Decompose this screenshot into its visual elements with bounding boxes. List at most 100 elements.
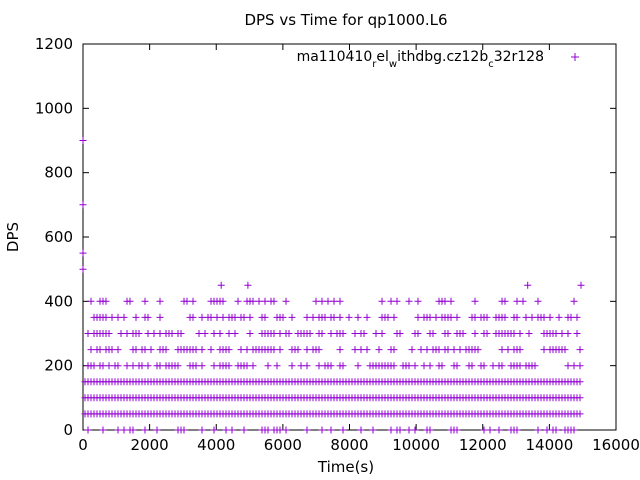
data-point-dense xyxy=(303,426,311,434)
data-point xyxy=(576,346,584,354)
data-point xyxy=(540,346,548,354)
data-point xyxy=(555,313,563,321)
data-point-outlier xyxy=(217,281,225,289)
data-point-dense xyxy=(153,426,161,434)
data-point-dense xyxy=(210,426,218,434)
x-tick-label: 4000 xyxy=(197,436,235,454)
y-axis-label: DPS xyxy=(4,222,22,252)
data-point xyxy=(246,330,254,337)
legend: ma110410relwithdbg.cz12bc32r128 xyxy=(297,49,579,70)
data-point xyxy=(147,346,155,354)
data-point xyxy=(414,313,422,321)
data-point-dense xyxy=(264,426,272,434)
data-point xyxy=(372,330,380,337)
data-point xyxy=(270,346,278,354)
x-axis-label: Time(s) xyxy=(317,458,374,476)
data-point xyxy=(156,297,164,305)
data-point xyxy=(354,313,362,321)
data-point-outlier xyxy=(79,249,87,257)
data-point xyxy=(207,346,215,354)
data-point xyxy=(447,297,455,305)
data-point xyxy=(435,346,443,354)
data-point xyxy=(360,330,368,337)
data-point-dense xyxy=(426,426,434,434)
data-point xyxy=(246,313,254,321)
data-point xyxy=(483,330,491,337)
data-point-dense xyxy=(339,426,347,434)
data-point xyxy=(498,362,506,370)
data-point-dense xyxy=(129,426,137,434)
data-point-dense xyxy=(534,426,542,434)
legend-label-part: ithdbg.cz12b xyxy=(397,49,488,65)
data-point xyxy=(315,362,323,370)
data-points xyxy=(79,137,585,434)
data-point xyxy=(351,346,359,354)
y-tick-label: 0 xyxy=(63,421,73,439)
data-point xyxy=(102,313,110,321)
data-point xyxy=(513,313,521,321)
data-point-dense xyxy=(576,410,584,418)
data-point xyxy=(288,313,296,321)
data-point xyxy=(336,346,344,354)
data-point xyxy=(231,330,239,337)
data-point xyxy=(390,346,398,354)
data-point xyxy=(363,313,371,321)
data-point xyxy=(279,313,287,321)
data-point xyxy=(564,330,572,337)
data-point xyxy=(444,330,452,337)
data-point xyxy=(546,313,554,321)
data-point xyxy=(504,346,512,354)
data-point xyxy=(387,297,395,305)
data-point xyxy=(90,362,98,370)
legend-marker xyxy=(571,53,579,61)
data-point xyxy=(522,313,530,321)
data-point xyxy=(576,362,584,370)
data-point xyxy=(219,297,227,305)
data-point-dense xyxy=(552,426,560,434)
x-tick-label: 16000 xyxy=(592,436,640,454)
data-point-dense xyxy=(387,426,395,434)
data-point xyxy=(243,362,251,370)
data-point xyxy=(183,297,191,305)
data-point-dense xyxy=(318,426,326,434)
data-point xyxy=(384,313,392,321)
data-point xyxy=(471,330,479,337)
data-point xyxy=(243,346,251,354)
data-point xyxy=(330,297,338,305)
data-point xyxy=(195,330,203,337)
data-point xyxy=(132,346,140,354)
data-point xyxy=(417,346,425,354)
data-point-outlier xyxy=(244,281,252,289)
x-tick-label: 8000 xyxy=(330,436,368,454)
data-point xyxy=(432,313,440,321)
data-point xyxy=(234,297,242,305)
data-point xyxy=(513,297,521,305)
data-point xyxy=(501,297,509,305)
data-point-dense xyxy=(480,426,488,434)
legend-label-part: w xyxy=(389,59,397,70)
data-point xyxy=(108,346,116,354)
data-point xyxy=(351,330,359,337)
data-point xyxy=(318,297,326,305)
data-point xyxy=(123,330,131,337)
data-point xyxy=(327,330,335,337)
data-point xyxy=(114,362,122,370)
data-point xyxy=(144,362,152,370)
data-point xyxy=(120,313,128,321)
data-point xyxy=(429,330,437,337)
data-point xyxy=(156,362,164,370)
data-point xyxy=(240,313,248,321)
data-point xyxy=(105,330,113,337)
data-point xyxy=(414,297,422,305)
data-point xyxy=(438,362,446,370)
data-point xyxy=(564,362,572,370)
data-point xyxy=(189,297,197,305)
data-point xyxy=(567,313,575,321)
data-point xyxy=(225,330,233,337)
data-point-dense xyxy=(282,426,290,434)
data-point-dense xyxy=(576,394,584,402)
data-point-dense xyxy=(576,378,584,386)
data-point-dense xyxy=(240,426,248,434)
data-point xyxy=(249,362,257,370)
data-point xyxy=(426,313,434,321)
